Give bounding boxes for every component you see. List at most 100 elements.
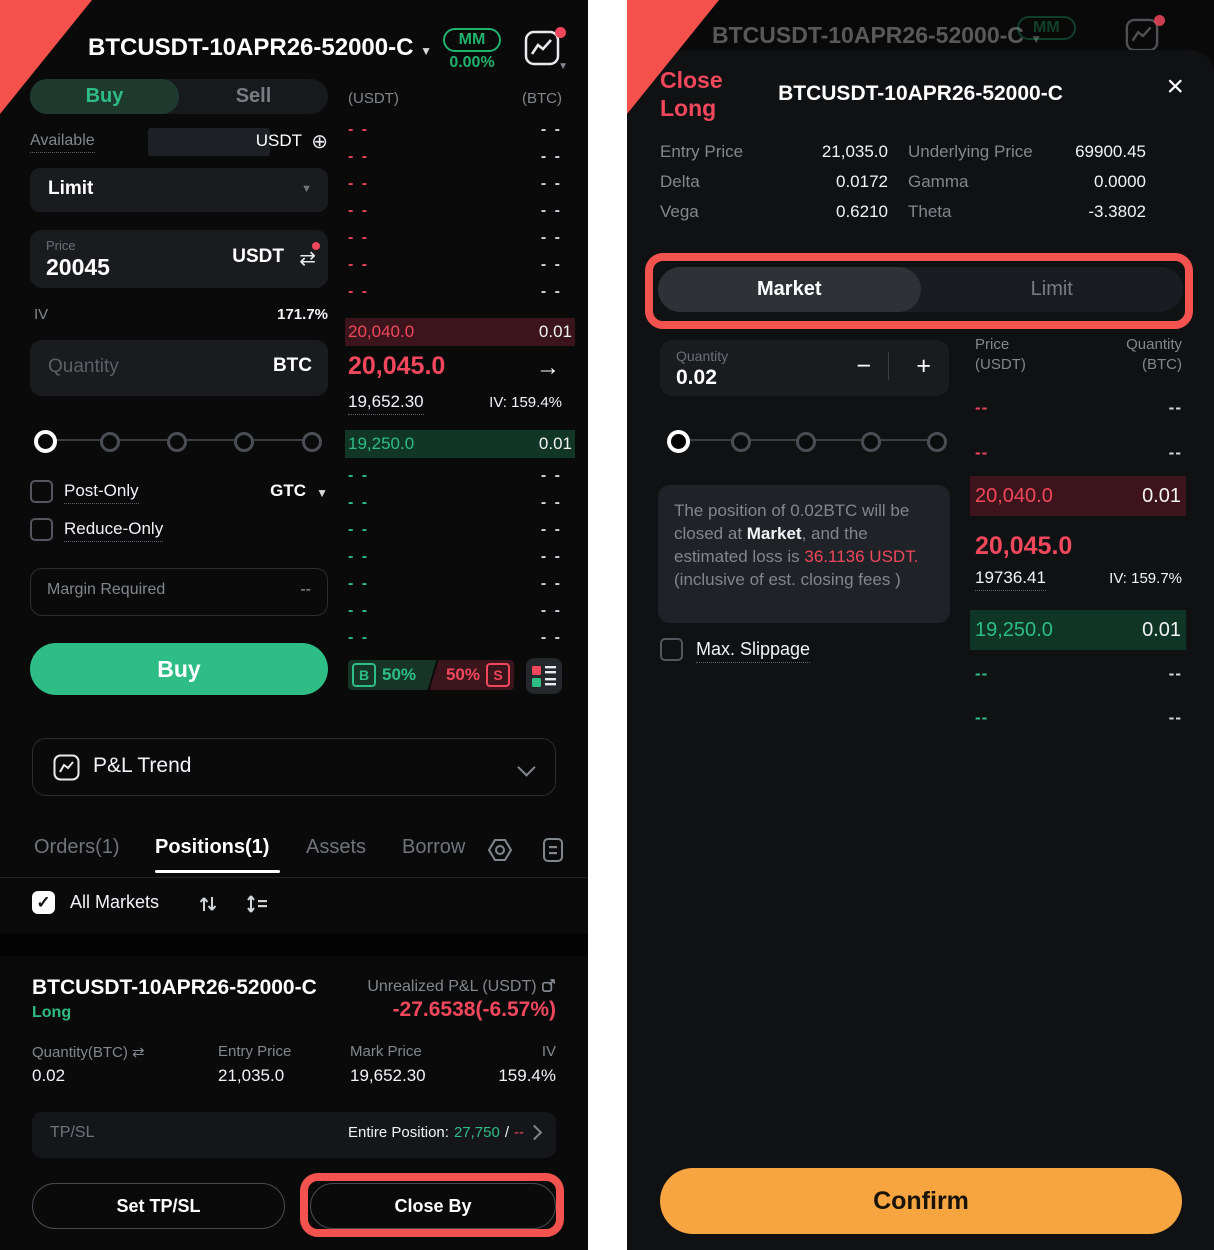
max-slippage-checkbox[interactable] [660, 638, 683, 661]
bid-row[interactable]: - -- - [348, 520, 562, 538]
price-value: 20045 [46, 254, 110, 280]
slider-handle[interactable] [667, 430, 690, 453]
available-unit: USDT [255, 131, 302, 150]
buy-sell-tabs: Buy Sell [30, 79, 328, 114]
order-type-dropdown[interactable]: Limit ▼ [30, 168, 328, 212]
slider-step[interactable] [796, 432, 816, 452]
quantity-slider[interactable] [34, 430, 324, 453]
margin-required-field: Margin Required -- [30, 568, 328, 616]
tpsl-bar[interactable]: TP/SL Entire Position: 27,750 / -- [32, 1112, 556, 1158]
bid-row[interactable]: -- -- [975, 708, 1182, 727]
list-details-icon[interactable] [540, 837, 566, 863]
caret-down-icon: ▼ [420, 44, 433, 58]
orderbook-layout-icon[interactable] [526, 658, 562, 694]
quantity-unit: BTC [272, 355, 312, 376]
confirm-button[interactable]: Confirm [660, 1168, 1182, 1234]
chart-icon[interactable]: ▼ [524, 27, 568, 72]
best-bid-row[interactable]: 19,250.0 0.01 [970, 610, 1186, 650]
slider-step[interactable] [302, 432, 322, 452]
stat-value-quantity: 0.02 [32, 1066, 66, 1085]
slider-handle[interactable] [34, 430, 57, 453]
slider-step[interactable] [100, 432, 120, 452]
last-price[interactable]: 20,045.0 [348, 352, 446, 380]
slider-step[interactable] [927, 432, 947, 452]
price-label: Price [46, 238, 76, 253]
ask-row[interactable]: -- -- [975, 443, 1182, 462]
ask-row[interactable]: - -- - [348, 120, 562, 138]
tab-assets[interactable]: Assets [306, 836, 367, 858]
tab-limit[interactable]: Limit [1030, 278, 1073, 300]
tab-buy[interactable]: Buy [30, 79, 179, 114]
settings-hexagon-icon[interactable] [486, 836, 514, 864]
best-ask-price: 20,040.0 [975, 484, 1053, 507]
arrow-right-icon[interactable]: → [536, 354, 560, 381]
stat-value-iv: 159.4% [498, 1066, 556, 1085]
stat-label-entry: Entry Price [218, 1043, 292, 1060]
sort-arrows-icon[interactable] [196, 892, 220, 916]
sort-order-icon[interactable] [244, 892, 270, 916]
tif-dropdown[interactable]: GTC [270, 481, 306, 500]
mm-badge[interactable]: MM 0.00% [432, 28, 512, 72]
slider-step[interactable] [731, 432, 751, 452]
best-ask-row[interactable]: 20,040.0 0.01 [970, 476, 1186, 516]
tab-orders[interactable]: Orders(1) [34, 836, 120, 858]
slider-step[interactable] [234, 432, 254, 452]
close-quantity-input[interactable]: Quantity 0.02 − + [660, 340, 949, 396]
quantity-input[interactable]: Quantity BTC [30, 340, 328, 396]
bid-row[interactable]: - -- - [348, 628, 562, 646]
all-markets-checkbox[interactable]: ✓ [32, 891, 55, 914]
tp-value: 27,750 [453, 1124, 500, 1141]
swap-unit-icon[interactable]: ⇄ [299, 248, 316, 270]
bid-row[interactable]: -- -- [975, 664, 1182, 683]
ask-row[interactable]: - -- - [348, 174, 562, 192]
stat-label-iv: IV [541, 1043, 556, 1060]
ask-row[interactable]: -- -- [975, 398, 1182, 417]
tab-positions[interactable]: Positions(1) [155, 836, 270, 858]
bid-row[interactable]: - -- - [348, 493, 562, 511]
plus-stepper[interactable]: + [916, 352, 931, 380]
price-unit: USDT [232, 246, 284, 267]
tab-market[interactable]: Market [658, 267, 921, 312]
buy-button[interactable]: Buy [30, 643, 328, 695]
best-bid-row[interactable]: 19,250.0 0.01 [345, 430, 575, 458]
modal-instrument-title: BTCUSDT-10APR26-52000-C [778, 82, 1063, 105]
position-side-badge: Long [32, 1004, 72, 1021]
minus-stepper[interactable]: − [856, 352, 871, 380]
greeks-row: Vega 0.6210 Theta -3.3802 [660, 202, 1146, 221]
bid-row[interactable]: - -- - [348, 466, 562, 484]
pnl-trend-panel[interactable]: P&L Trend [32, 738, 556, 796]
close-quantity-slider[interactable] [667, 430, 947, 453]
mm-percent: 0.00% [449, 54, 495, 71]
post-only-checkbox[interactable] [30, 480, 53, 503]
buy-ratio-percent: 50% [382, 665, 417, 684]
ask-row[interactable]: - -- - [348, 147, 562, 165]
close-by-button[interactable]: Close By [310, 1183, 556, 1229]
ask-row[interactable]: - -- - [348, 201, 562, 219]
sl-value: -- [514, 1124, 524, 1141]
bid-row[interactable]: - -- - [348, 601, 562, 619]
bid-row[interactable]: - -- - [348, 547, 562, 565]
unrealized-pnl-label[interactable]: Unrealized P&L (USDT) [367, 978, 556, 996]
best-ask-row[interactable]: 20,040.0 0.01 [345, 318, 575, 346]
swap-icon[interactable]: ⇄ [132, 1044, 145, 1061]
last-price[interactable]: 20,045.0 [975, 532, 1073, 560]
ask-row[interactable]: - -- - [348, 228, 562, 246]
ask-row[interactable]: - -- - [348, 282, 562, 300]
reduce-only-checkbox[interactable] [30, 518, 53, 541]
instrument-title-dropdown[interactable]: BTCUSDT-10APR26-52000-C ▼ [88, 34, 432, 62]
tab-sell[interactable]: Sell [235, 85, 272, 107]
slider-step[interactable] [861, 432, 881, 452]
tab-borrow[interactable]: Borrow [402, 836, 466, 858]
greeks-row: Entry Price 21,035.0 Underlying Price 6990… [660, 142, 1146, 161]
set-tpsl-button[interactable]: Set TP/SL [32, 1183, 285, 1229]
slider-step[interactable] [167, 432, 187, 452]
instrument-title: BTCUSDT-10APR26-52000-C [88, 34, 414, 61]
deposit-plus-icon[interactable]: ⊕ [311, 131, 328, 153]
pnl-chart-icon [53, 754, 80, 781]
ask-row[interactable]: - -- - [348, 255, 562, 273]
close-icon[interactable]: × [1166, 70, 1184, 103]
bid-row[interactable]: - -- - [348, 574, 562, 592]
price-input[interactable]: Price 20045 USDT ⇄ [30, 230, 328, 288]
caret-down-icon: ▼ [558, 61, 568, 72]
unrealized-pnl-value: -27.6538(-6.57%) [392, 998, 556, 1021]
